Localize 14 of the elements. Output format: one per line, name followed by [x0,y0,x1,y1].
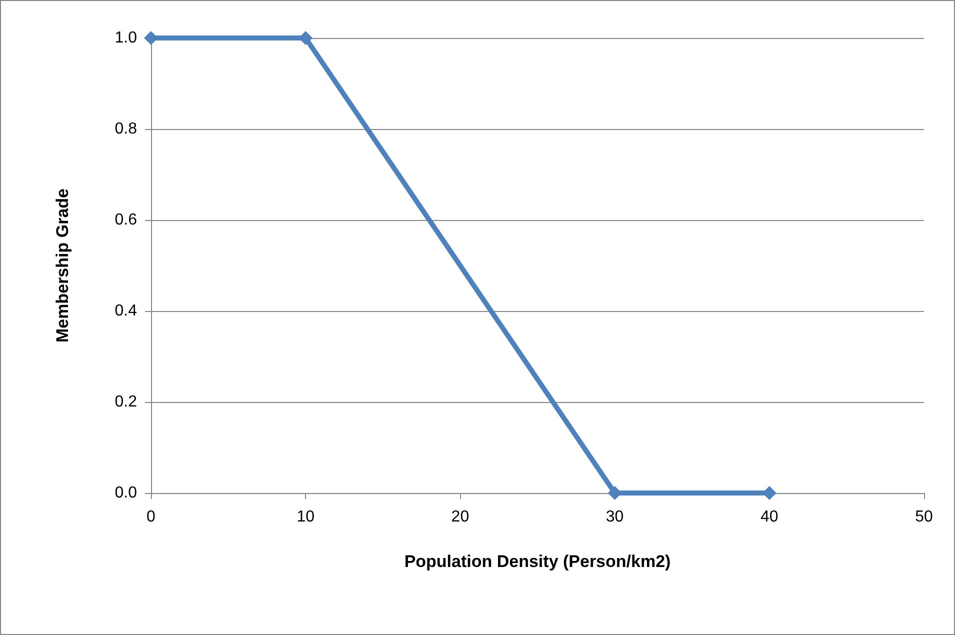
y-tick-label: 0.2 [114,394,138,410]
y-tick-label: 0.8 [114,120,138,138]
y-axis-title: Membership Grade [53,188,72,342]
y-tick-label: 1.0 [114,30,138,46]
x-tick-label: 20 [451,508,470,526]
x-tick-label: 0 [146,508,156,526]
x-tick-label: 10 [296,508,315,526]
x-axis-title: Population Density (Person/km2) [404,552,671,571]
y-tick-label: 0.6 [114,212,138,228]
y-tick-label: 0.0 [114,484,138,502]
x-tick-label: 40 [760,508,778,526]
y-tick-label: 0.4 [114,302,138,320]
x-tick-label: 50 [915,508,933,526]
x-tick-label: 30 [606,508,624,526]
